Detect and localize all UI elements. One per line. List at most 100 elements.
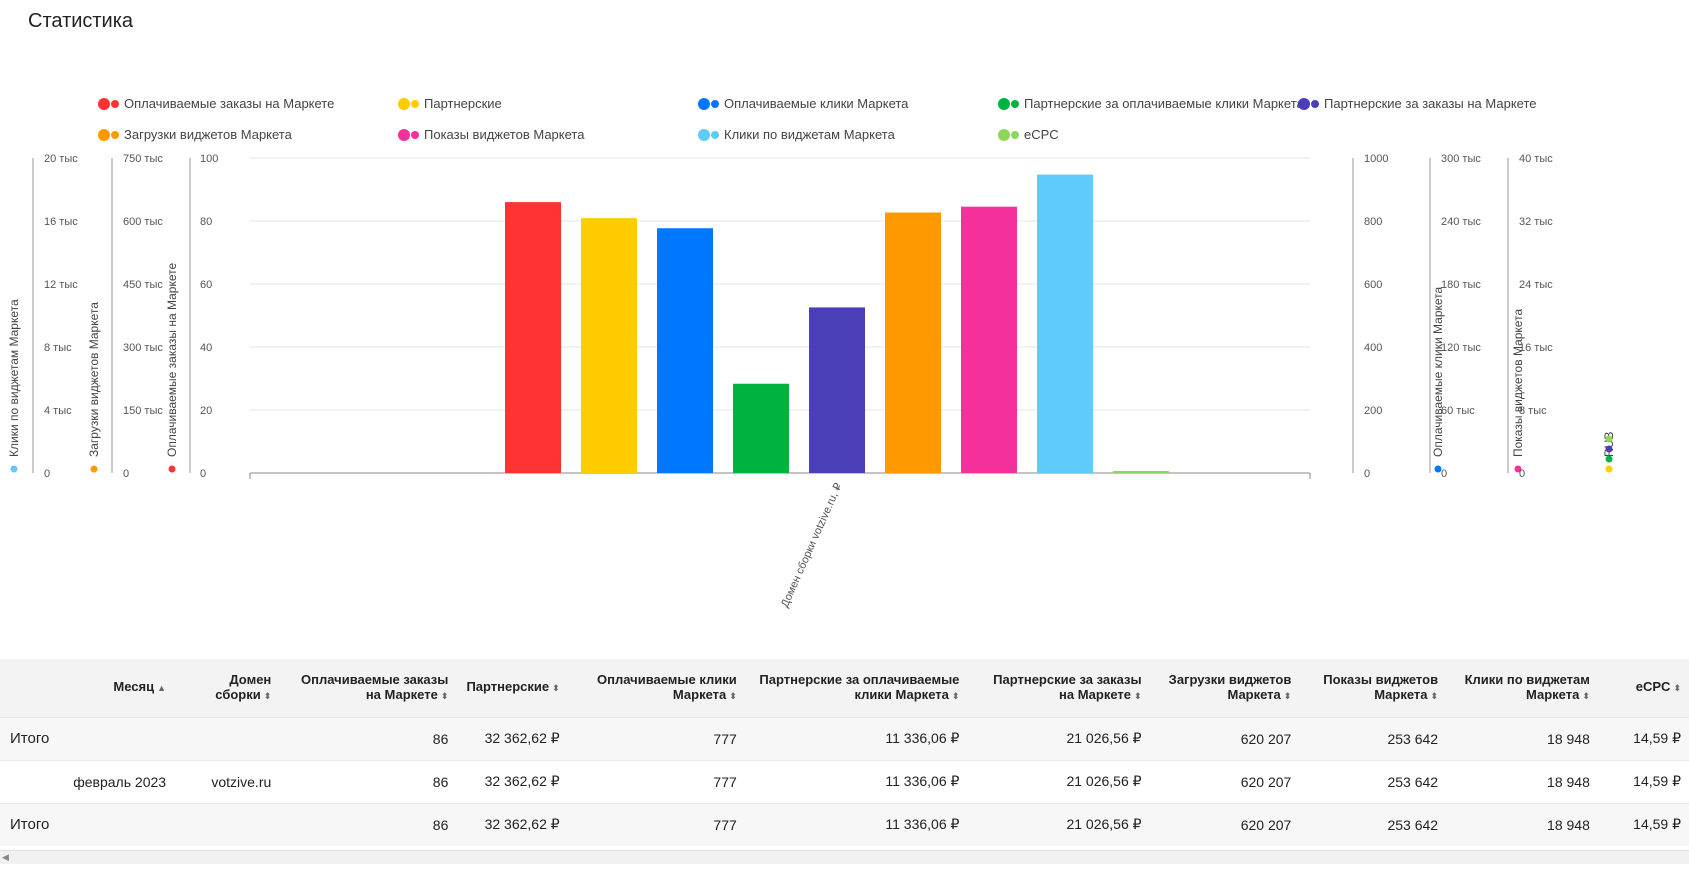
axis-tick-label: 32 тыс (1519, 216, 1553, 228)
legend-row: Загрузки виджетов Маркета Показы виджетов… (98, 119, 1658, 150)
column-header[interactable]: Оплачиваемые заказы на Маркете ⬍ (279, 659, 456, 717)
sort-icon[interactable]: ⬍ (1430, 690, 1439, 701)
sort-icon[interactable]: ⬍ (440, 690, 449, 701)
chart-bar (885, 212, 941, 473)
axis-tick-label: 20 (200, 405, 212, 417)
table-cell: 14,59 ₽ (1597, 759, 1689, 803)
table-cell (174, 802, 280, 846)
legend-item[interactable]: eCPC (998, 127, 1298, 142)
table-cell: 253 642 (1299, 802, 1447, 846)
column-header[interactable]: Показы виджетов Маркета ⬍ (1299, 659, 1446, 717)
legend-dot-icon (1298, 97, 1319, 110)
axis-series-dot-icon (1434, 465, 1442, 473)
table-cell: 21 026,56 ₽ (967, 716, 1150, 760)
axis-tick-label: 0 (123, 468, 129, 480)
sort-icon[interactable]: ⬍ (552, 683, 560, 694)
sort-icon[interactable]: ⬍ (951, 690, 960, 701)
axis-tick-label: 12 тыс (44, 279, 78, 291)
legend-item[interactable]: Клики по виджетам Маркета (698, 127, 998, 142)
horizontal-scrollbar[interactable]: ◀ (0, 850, 1689, 864)
table-cell: 620 207 (1149, 802, 1300, 846)
column-header[interactable]: Партнерские за заказы на Маркете ⬍ (967, 659, 1149, 717)
axis-tick-label: 16 тыс (1519, 342, 1553, 354)
axis-tick-label: 180 тыс (1441, 279, 1481, 291)
axis-tick-label: 0 (1364, 468, 1370, 480)
column-header[interactable]: Партнерские ⬍ (456, 659, 567, 717)
chart-legend: Оплачиваемые заказы на Маркете Партнерски… (98, 88, 1658, 150)
axis-tick-label: 8 тыс (44, 342, 72, 354)
axis-tick-label: 800 (1364, 216, 1382, 228)
sort-icon[interactable]: ⬍ (729, 690, 737, 701)
column-header[interactable]: Загрузки виджетов Маркета ⬍ (1150, 659, 1300, 717)
axis-tick-label: 0 (44, 468, 50, 480)
chart-bar (809, 307, 865, 473)
column-header-label: Домен сборки (215, 671, 272, 702)
table-cell: 620 207 (1149, 716, 1300, 760)
table-cell: 11 336,06 ₽ (744, 716, 968, 760)
sort-icon[interactable]: ⬍ (1134, 690, 1142, 701)
legend-dot-icon (98, 128, 119, 141)
table-cell: 14,59 ₽ (1597, 802, 1689, 846)
legend-item[interactable]: Показы виджетов Маркета (398, 127, 698, 142)
column-header[interactable]: Домен сборки ⬍ (174, 659, 279, 717)
legend-item[interactable]: Партнерские (398, 96, 698, 111)
axis-tick-label: 600 (1364, 279, 1382, 291)
scroll-left-icon[interactable]: ◀ (2, 852, 9, 862)
chart-bar (505, 202, 561, 473)
page-title: Статистика (28, 10, 134, 32)
table-cell (174, 716, 280, 760)
column-header[interactable]: Клики по виджетам Маркета ⬍ (1446, 659, 1598, 717)
table-cell: февраль 2023 (0, 759, 175, 803)
axis-series-dot-icon (90, 465, 98, 473)
category-label: Домен сборки votzive.ru, ₽ (779, 481, 845, 609)
axis-series-dot-icon (1605, 465, 1613, 473)
table-cell: 86 (279, 802, 457, 846)
sort-icon[interactable]: ⬍ (1283, 690, 1292, 701)
table-cell: Итого (0, 716, 175, 760)
axis-tick-label: 1000 (1364, 153, 1388, 165)
table-cell: 32 362,62 ₽ (456, 716, 568, 760)
legend-item[interactable]: Оплачиваемые заказы на Маркете (98, 96, 398, 111)
legend-item[interactable]: Партнерские за оплачиваемые клики Маркет… (998, 96, 1304, 111)
axis-tick-label: 400 (1364, 342, 1382, 354)
column-header[interactable]: Месяц ▲ (0, 659, 174, 717)
axis-tick-label: 300 тыс (123, 342, 163, 354)
axis-tick-label: 4 тыс (44, 405, 72, 417)
table-row: Итого 86 32 362,62 ₽777 11 336,06 ₽21 026,5… (0, 716, 1689, 760)
table-cell: 11 336,06 ₽ (744, 802, 968, 846)
table-cell: votzive.ru (174, 759, 280, 803)
legend-label: Партнерские за оплачиваемые клики Маркет… (1024, 96, 1304, 111)
legend-label: Загрузки виджетов Маркета (124, 127, 292, 142)
sort-icon[interactable]: ⬍ (1582, 690, 1590, 701)
legend-item[interactable]: Оплачиваемые клики Маркета (698, 96, 998, 111)
axis-title: Оплачиваемые клики Маркета (1431, 286, 1445, 457)
chart-bar (657, 228, 713, 473)
column-header[interactable]: eCPC ⬍ (1598, 659, 1689, 717)
axis-tick-label: 0 (200, 468, 206, 480)
axis-series-dot-icon (1605, 435, 1613, 443)
legend-item[interactable]: Загрузки виджетов Маркета (98, 127, 398, 142)
axis-tick-label: 24 тыс (1519, 279, 1553, 291)
table-cell: 32 362,62 ₽ (456, 802, 568, 846)
legend-label: Оплачиваемые заказы на Маркете (124, 96, 335, 111)
axis-title: Показы виджетов Маркета (1511, 309, 1525, 457)
sort-icon[interactable]: ⬍ (263, 690, 272, 701)
axis-tick-label: 0 (1519, 468, 1525, 480)
column-header[interactable]: Партнерские за оплачиваемые клики Маркет… (745, 659, 968, 717)
legend-item[interactable]: Партнерские за заказы на Маркете (1298, 96, 1598, 111)
table-cell: 86 (279, 759, 457, 803)
column-header[interactable]: Оплачиваемые клики Маркета ⬍ (568, 659, 745, 717)
legend-dot-icon (998, 128, 1019, 141)
axis-series-dot-icon (1605, 445, 1613, 453)
table-cell: 21 026,56 ₽ (967, 759, 1150, 803)
column-header-label: Месяц (113, 679, 155, 695)
table-cell: 86 (279, 716, 457, 760)
bar-chart: 0 4 тыс 8 тыс 12 тыс 16 тыс 20 тыс Клики по ви… (7, 153, 1616, 609)
legend-label: Оплачиваемые клики Маркета (724, 96, 909, 111)
axis-title: Оплачиваемые заказы на Маркете (165, 263, 179, 457)
column-header-label: Оплачиваемые клики Маркета (597, 671, 737, 702)
axis-series-dot-icon (10, 465, 18, 473)
sort-icon[interactable]: ⬍ (1673, 683, 1681, 694)
column-header-label: Партнерские за оплачиваемые клики Маркет… (759, 671, 960, 702)
sort-icon[interactable]: ▲ (157, 683, 167, 694)
